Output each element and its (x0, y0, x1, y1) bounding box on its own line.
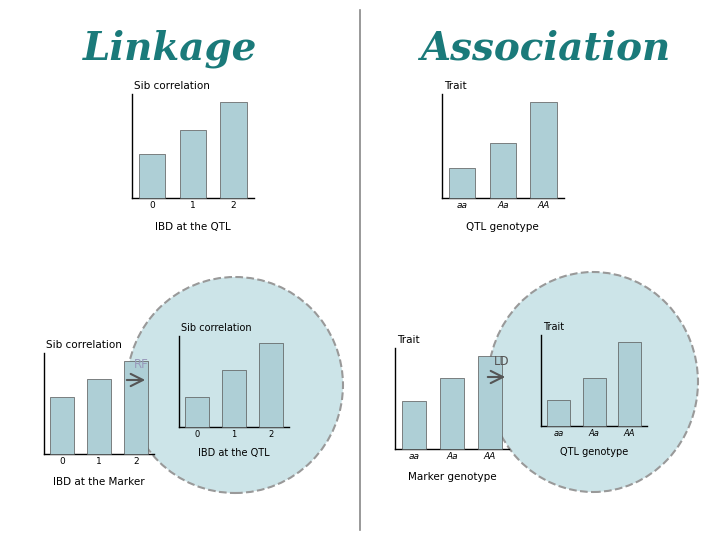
Bar (222, 370, 246, 427)
Text: 1: 1 (190, 201, 196, 210)
Text: 2: 2 (269, 430, 274, 439)
Text: Linkage: Linkage (83, 30, 257, 69)
Text: aa: aa (554, 429, 564, 438)
Text: Trait: Trait (543, 322, 564, 332)
Bar (259, 343, 283, 427)
Bar (402, 401, 426, 449)
Text: Marker genotype: Marker genotype (408, 472, 496, 482)
Bar (582, 377, 606, 426)
Bar (50, 397, 74, 454)
Text: aa: aa (408, 452, 420, 461)
Text: 0: 0 (149, 201, 155, 210)
Bar (490, 143, 516, 198)
Text: IBD at the QTL: IBD at the QTL (155, 222, 230, 232)
Text: Aa: Aa (446, 452, 458, 461)
Text: Sib correlation: Sib correlation (181, 323, 251, 333)
Text: Sib correlation: Sib correlation (46, 340, 122, 350)
Text: AA: AA (537, 201, 549, 210)
Text: IBD at the Marker: IBD at the Marker (53, 477, 145, 487)
Bar (139, 154, 166, 198)
Text: 2: 2 (133, 457, 139, 466)
Bar (186, 397, 210, 427)
Text: 0: 0 (60, 457, 66, 466)
Text: Aa: Aa (589, 429, 600, 438)
Text: AA: AA (624, 429, 636, 438)
Text: Sib correlation: Sib correlation (134, 81, 210, 91)
Bar (547, 400, 570, 426)
Bar (87, 379, 111, 454)
Bar (124, 361, 148, 454)
Text: Trait: Trait (444, 81, 467, 91)
Text: Association: Association (420, 30, 670, 68)
Text: LD: LD (494, 355, 509, 368)
Circle shape (127, 277, 343, 493)
Text: RF: RF (134, 358, 148, 371)
Bar (220, 102, 246, 198)
Text: aa: aa (456, 201, 468, 210)
Text: AA: AA (484, 452, 496, 461)
Bar (618, 342, 642, 426)
Text: 1: 1 (96, 457, 102, 466)
Bar (530, 102, 557, 198)
Text: 0: 0 (194, 430, 200, 439)
Text: Aa: Aa (497, 201, 508, 210)
Ellipse shape (488, 272, 698, 492)
Text: Trait: Trait (397, 335, 420, 345)
Bar (179, 130, 206, 198)
Text: QTL genotype: QTL genotype (560, 447, 629, 457)
Bar (477, 356, 503, 449)
Text: QTL genotype: QTL genotype (467, 222, 539, 232)
Text: 2: 2 (230, 201, 236, 210)
Text: IBD at the QTL: IBD at the QTL (198, 448, 270, 458)
Bar (440, 378, 464, 449)
Bar (449, 168, 475, 198)
Text: 1: 1 (231, 430, 237, 439)
